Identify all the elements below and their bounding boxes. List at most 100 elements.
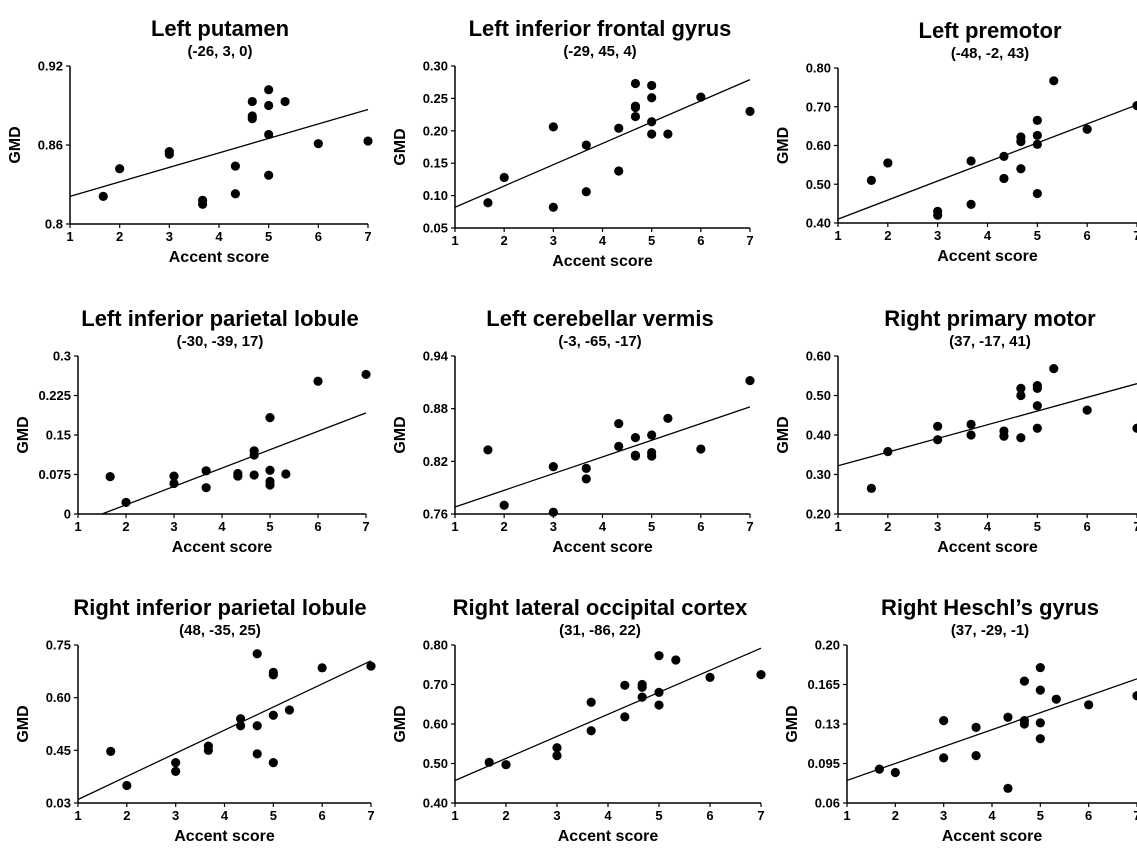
- y-tick-label: 0.94: [423, 349, 449, 364]
- x-tick-label: 2: [116, 229, 123, 244]
- panel-title: Left putamen: [151, 16, 289, 41]
- data-point: [252, 649, 262, 659]
- y-axis-label: GMD: [15, 416, 32, 453]
- data-point: [280, 96, 290, 107]
- x-tick-label: 1: [834, 228, 841, 243]
- panel-title: Left premotor: [919, 18, 1062, 43]
- scatter-panel: Right primary motor (37, -17, 41) 1 2 3 4 5 6 7 0…: [775, 306, 1137, 556]
- data-point: [581, 463, 591, 473]
- panel-title: Left inferior parietal lobule: [81, 306, 358, 331]
- x-tick-label: 5: [1037, 808, 1044, 823]
- y-tick-label: 0.75: [46, 638, 71, 653]
- y-tick-label: 0.05: [423, 221, 448, 236]
- x-tick-label: 6: [319, 808, 326, 823]
- scatter-panel: Left cerebellar vermis (-3, -65, -17) 1 2 3 4…: [392, 306, 755, 556]
- x-tick-label: 4: [221, 808, 229, 823]
- data-point: [883, 158, 893, 168]
- data-point: [1032, 423, 1042, 433]
- x-tick-label: 5: [266, 519, 273, 534]
- data-point: [581, 140, 591, 150]
- panel-subtitle: (37, -29, -1): [951, 622, 1029, 639]
- x-axis-label: Accent score: [172, 539, 273, 556]
- x-tick-label: 4: [984, 228, 992, 243]
- x-tick-label: 2: [884, 519, 891, 534]
- regression-line: [837, 383, 1137, 467]
- x-tick-label: 6: [697, 519, 704, 534]
- scatter-panel: Left inferior parietal lobule (-30, -39, …: [15, 306, 371, 556]
- regression-line: [77, 660, 372, 801]
- data-point: [121, 497, 131, 508]
- regression-line: [837, 104, 1137, 220]
- y-tick-label: 0.25: [423, 91, 448, 106]
- x-tick-label: 7: [757, 808, 764, 823]
- x-tick-label: 3: [166, 229, 173, 244]
- data-point: [230, 189, 240, 199]
- data-point: [264, 85, 274, 95]
- data-point: [1132, 100, 1137, 111]
- data-point: [966, 199, 976, 209]
- y-axis-label: GMD: [392, 705, 409, 742]
- y-tick-label: 0.76: [423, 507, 448, 522]
- data-point: [939, 753, 949, 763]
- x-tick-label: 7: [1133, 808, 1137, 823]
- data-point: [966, 156, 976, 166]
- data-point: [247, 111, 257, 121]
- data-point: [1019, 716, 1029, 726]
- data-point: [201, 483, 211, 493]
- x-tick-label: 3: [934, 519, 941, 534]
- y-tick-label: 0.165: [807, 677, 840, 692]
- x-tick-label: 3: [553, 808, 560, 823]
- x-tick-label: 2: [502, 808, 509, 823]
- y-tick-label: 0.60: [806, 349, 831, 364]
- scatter-panel: Left premotor (-48, -2, 43) 1 2 3 4 5 6 7 0.40 0.5…: [775, 18, 1137, 265]
- x-tick-label: 5: [265, 229, 272, 244]
- data-point: [705, 672, 715, 682]
- data-point: [1003, 783, 1013, 793]
- y-tick-label: 0.50: [423, 756, 448, 771]
- data-point: [630, 101, 641, 111]
- data-point: [1049, 76, 1059, 86]
- x-tick-label: 1: [451, 808, 458, 823]
- x-tick-label: 3: [940, 808, 947, 823]
- x-tick-label: 6: [314, 519, 321, 534]
- y-tick-label: 0.50: [806, 177, 831, 192]
- regression-line: [454, 79, 751, 208]
- y-tick-label: 0.075: [38, 467, 71, 482]
- panel-subtitle: (48, -35, 25): [179, 622, 261, 639]
- data-point: [1016, 383, 1026, 393]
- data-point: [264, 170, 274, 180]
- y-tick-label: 0.82: [423, 454, 448, 469]
- panel-title: Left inferior frontal gyrus: [469, 16, 732, 41]
- data-point: [614, 418, 624, 429]
- x-tick-label: 7: [1133, 519, 1137, 534]
- y-tick-label: 0.92: [38, 59, 63, 74]
- x-tick-label: 2: [123, 808, 130, 823]
- data-point: [284, 705, 295, 715]
- y-tick-label: 0.13: [815, 717, 840, 732]
- data-point: [1016, 164, 1026, 174]
- data-point: [1003, 712, 1013, 722]
- x-tick-label: 7: [1133, 228, 1137, 243]
- data-point: [1016, 132, 1026, 142]
- data-point: [501, 760, 511, 770]
- x-tick-label: 4: [984, 519, 992, 534]
- data-point: [268, 758, 278, 768]
- data-point: [586, 726, 596, 736]
- data-point: [671, 655, 681, 665]
- data-point: [999, 426, 1009, 436]
- data-point: [361, 369, 371, 380]
- x-tick-label: 2: [892, 808, 899, 823]
- x-axis-label: Accent score: [552, 539, 653, 556]
- data-point: [663, 413, 673, 423]
- panel-subtitle: (-48, -2, 43): [951, 45, 1029, 62]
- x-tick-label: 7: [362, 519, 369, 534]
- y-tick-label: 0.86: [38, 138, 63, 153]
- data-point: [1032, 115, 1042, 125]
- data-point: [966, 419, 976, 429]
- data-point: [264, 129, 274, 140]
- x-tick-label: 4: [599, 519, 607, 534]
- panel-title: Right primary motor: [884, 306, 1096, 331]
- data-point: [620, 712, 630, 722]
- data-point: [614, 441, 624, 452]
- scatter-panel: Right lateral occipital cortex (31, -86, …: [392, 595, 766, 845]
